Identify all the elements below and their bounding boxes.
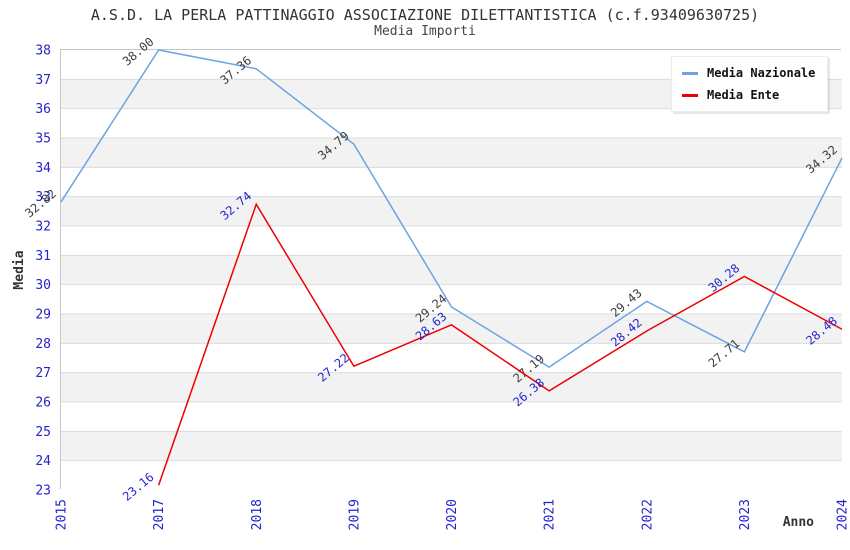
legend-swatch-red-line-icon (682, 93, 698, 97)
grid-band (61, 255, 842, 285)
grid-band (61, 167, 842, 197)
y-tick-label: 36 (35, 102, 51, 117)
grid-band (61, 460, 842, 490)
grid-band (61, 196, 842, 226)
y-tick-label: 25 (35, 425, 51, 440)
line-chart-canvas: 23 24 25 26 27 28 29 30 31 32 33 34 35 36 37 38 2015 2017… (12, 35, 850, 531)
grid-band (61, 314, 842, 344)
legend-label: Media Ente (707, 88, 780, 102)
y-tick-label: 30 (35, 278, 51, 293)
chart-subtitle: Media Importi (374, 24, 476, 39)
x-tick-label: 2023 (738, 499, 753, 530)
x-tick-label: 2022 (640, 499, 655, 530)
plot-area: 23 24 25 26 27 28 29 30 31 32 33 34 35 36 37 38 2015 2017… (12, 35, 850, 531)
legend-label: Media Nazionale (707, 66, 816, 80)
x-tick-label: 2019 (347, 499, 362, 530)
grid-band (61, 343, 842, 373)
y-tick-label: 29 (35, 308, 51, 323)
legend-item-media-nazionale: Media Nazionale (682, 62, 815, 84)
grid-band (61, 372, 842, 402)
y-tick-label: 28 (35, 337, 51, 352)
y-tick-label: 33 (35, 190, 51, 205)
series-line-media-nazionale (60, 49, 843, 368)
grid-band (61, 284, 842, 314)
x-tick-label: 2024 (836, 499, 850, 530)
legend: Media Nazionale Media Ente (671, 56, 829, 112)
y-tick-label: 37 (35, 73, 51, 88)
grid-band (61, 226, 842, 256)
y-tick-label: 32 (35, 220, 51, 235)
y-tick-label: 27 (35, 366, 51, 381)
y-tick-label: 35 (35, 132, 51, 147)
legend-swatch-blue-line-icon (682, 71, 698, 75)
y-tick-label: 38 (35, 44, 51, 59)
x-tick-label: 2017 (152, 499, 167, 530)
y-axis-title: Media (12, 250, 27, 289)
x-tick-label: 2015 (55, 499, 70, 530)
grid-band (61, 402, 842, 432)
y-tick-label: 26 (35, 396, 51, 411)
y-tick-label: 23 (35, 484, 51, 499)
y-tick-label: 34 (35, 161, 51, 176)
grid-band (61, 108, 842, 138)
x-tick-label: 2018 (250, 499, 265, 530)
x-tick-label: 2020 (445, 499, 460, 530)
legend-item-media-ente: Media Ente (682, 84, 815, 106)
x-axis-title: Anno (783, 515, 814, 530)
x-tick-label: 2021 (543, 499, 558, 530)
grid-band (61, 138, 842, 168)
y-tick-label: 31 (35, 249, 51, 264)
chart-title: A.S.D. LA PERLA PATTINAGGIO ASSOCIAZIONE… (90, 6, 760, 24)
grid-band (61, 431, 842, 461)
series-line-media-ente (157, 202, 843, 486)
y-tick-label: 24 (35, 454, 51, 469)
